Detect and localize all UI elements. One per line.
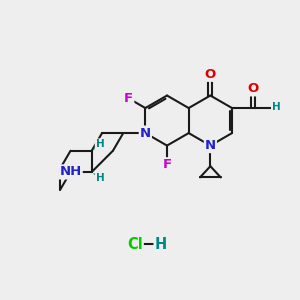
Text: O: O xyxy=(205,68,216,81)
Text: H: H xyxy=(272,102,280,112)
Text: NH: NH xyxy=(59,165,82,178)
Text: Cl: Cl xyxy=(128,237,143,252)
Text: N: N xyxy=(140,127,151,140)
Text: H: H xyxy=(96,173,104,183)
Text: H: H xyxy=(154,237,167,252)
Text: F: F xyxy=(124,92,133,105)
Text: H: H xyxy=(96,139,104,149)
Text: N: N xyxy=(205,139,216,152)
Text: F: F xyxy=(162,158,172,171)
Text: O: O xyxy=(248,82,259,95)
